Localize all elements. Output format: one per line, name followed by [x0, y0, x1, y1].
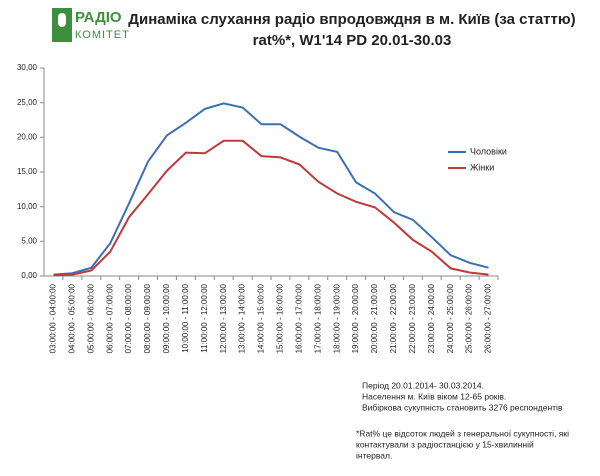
- logo-text: РАДІО: [75, 9, 122, 26]
- y-tick-label: 5,00: [21, 236, 37, 245]
- x-tick-label: 11:00:00 - 12:00:00: [200, 283, 209, 352]
- x-tick-label: 24:00:00 - 25:00:00: [446, 283, 455, 353]
- x-tick-label: 21:00:00 - 22:00:00: [389, 283, 398, 353]
- x-tick-label: 19:00:00 - 20:00:00: [351, 283, 360, 353]
- y-tick-label: 30,00: [17, 63, 38, 72]
- y-tick-label: 25,00: [17, 98, 38, 107]
- annotation: Вибіркова сукупність становить 3276 респ…: [362, 402, 563, 412]
- x-tick-label: 25:00:00 - 26:00:00: [465, 283, 474, 353]
- chart-title: Динаміка слухання радіо впродовждня в м.…: [128, 11, 575, 28]
- x-tick-label: 23:00:00 - 24:00:00: [427, 283, 436, 353]
- logo-mic: [58, 13, 66, 27]
- annotation: Період 20.01.2014- 30.03.2014.: [362, 380, 484, 390]
- x-tick-label: 13:00:00 - 14:00:00: [238, 283, 247, 353]
- chart-subtitle: rat%*, W1'14 PD 20.01-30.03: [253, 32, 452, 49]
- x-tick-label: 17:00:00 - 18:00:00: [313, 283, 322, 353]
- x-tick-label: 07:00:00 - 08:00:00: [124, 283, 133, 353]
- footnote: інтервал.: [356, 450, 392, 460]
- x-tick-label: 03:00:00 - 04:00:00: [49, 283, 58, 353]
- x-tick-label: 14:00:00 - 15:00:00: [257, 283, 266, 353]
- x-tick-label: 10:00:00 - 11:00:00: [181, 283, 190, 352]
- x-tick-label: 08:00:00 - 09:00:00: [143, 283, 152, 353]
- x-tick-label: 18:00:00 - 19:00:00: [332, 283, 341, 353]
- x-tick-label: 26:00:00 - 27:00:00: [484, 283, 493, 353]
- y-tick-label: 10,00: [17, 202, 38, 211]
- x-tick-label: 15:00:00 - 16:00:00: [276, 283, 285, 353]
- x-tick-label: 09:00:00 - 10:00:00: [162, 283, 171, 353]
- series-line: [53, 102, 489, 276]
- footnote: *Rat% це відсоток людей з генеральної су…: [356, 428, 569, 438]
- x-tick-label: 20:00:00 - 21:00:00: [370, 283, 379, 353]
- footnote: контактували з радіостанцією у 15-хвилин…: [356, 439, 534, 449]
- x-tick-label: 22:00:00 - 23:00:00: [408, 283, 417, 353]
- legend-label: Чоловіки: [470, 146, 507, 156]
- y-tick-label: 0,00: [21, 271, 37, 280]
- x-tick-label: 04:00:00 - 05:00:00: [67, 283, 76, 353]
- annotation: Населення м. Київ віком 12-65 років.: [362, 391, 506, 401]
- legend-label: Жінки: [470, 162, 494, 172]
- y-tick-label: 20,00: [17, 132, 38, 141]
- series-line: [53, 139, 489, 277]
- x-tick-label: 16:00:00 - 17:00:00: [294, 283, 303, 353]
- logo-text: КОМІТЕТ: [75, 29, 130, 41]
- x-tick-label: 05:00:00 - 06:00:00: [86, 283, 95, 353]
- x-tick-label: 12:00:00 - 13:00:00: [219, 283, 228, 353]
- x-tick-label: 06:00:00 - 07:00:00: [105, 283, 114, 353]
- y-tick-label: 15,00: [17, 167, 38, 176]
